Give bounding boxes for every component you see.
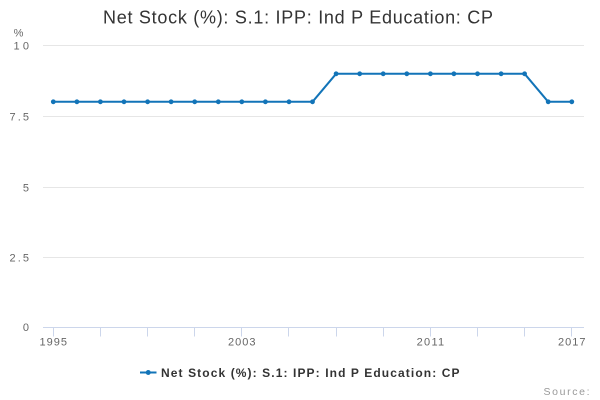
svg-text:1995: 1995 <box>40 337 68 349</box>
svg-text:Net Stock (%): S.1: IPP: Ind P: Net Stock (%): S.1: IPP: Ind P Education… <box>161 366 459 380</box>
svg-text:Net Stock (%): S.1: IPP: Ind P: Net Stock (%): S.1: IPP: Ind P Education… <box>103 8 493 28</box>
svg-text:5: 5 <box>23 183 29 195</box>
svg-text:2017: 2017 <box>558 337 586 349</box>
svg-text:0: 0 <box>23 322 29 334</box>
svg-text:%: % <box>14 28 24 40</box>
svg-text:2.5: 2.5 <box>10 253 30 265</box>
svg-text:2003: 2003 <box>228 337 255 349</box>
svg-text:Source:: Source: <box>544 386 590 398</box>
svg-text:7.5: 7.5 <box>10 112 30 124</box>
